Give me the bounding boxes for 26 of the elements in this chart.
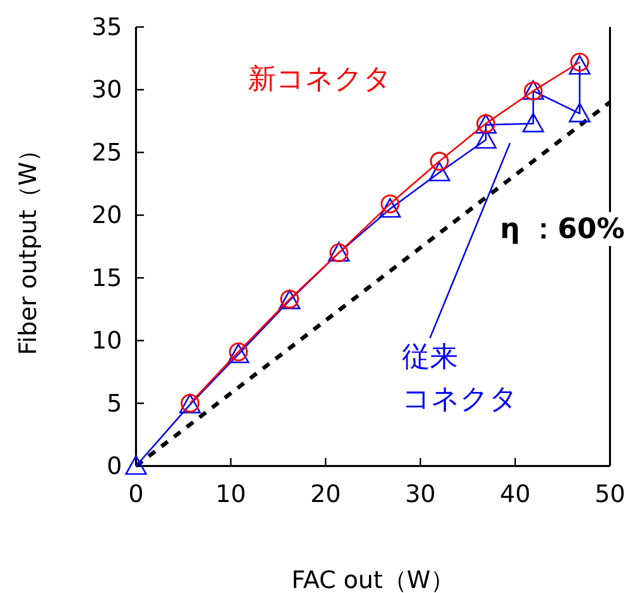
y-tick-label: 15 [91,264,122,292]
x-tick-label: 30 [405,480,436,508]
y-tick-label: 10 [91,326,122,355]
point [430,152,449,171]
x-tick-label: 0 [128,480,144,508]
point [568,102,590,122]
point [125,455,147,475]
y-tick-label: 30 [91,76,122,104]
x-tick-label: 50 [594,480,626,508]
point [522,112,544,132]
x-tick-label: 20 [310,480,341,508]
y-tick-label: 0 [106,452,122,480]
point [568,55,590,75]
x-tick-label: 10 [216,480,246,508]
annotation: 従来コネクタ [402,340,518,415]
x-tick-label: 40 [500,480,530,508]
point [475,129,497,149]
y-axis-title: Fiber output（W） [14,138,42,356]
y-tick-label: 35 [91,13,122,41]
y-tick-label: 5 [106,389,122,418]
y-tick-label: 20 [91,201,122,230]
x-axis-title: FAC out（W） [291,566,455,593]
annotation: 新コネクタ [248,62,392,95]
y-tick-label: 25 [91,138,122,166]
point [428,162,450,182]
point [379,198,401,218]
